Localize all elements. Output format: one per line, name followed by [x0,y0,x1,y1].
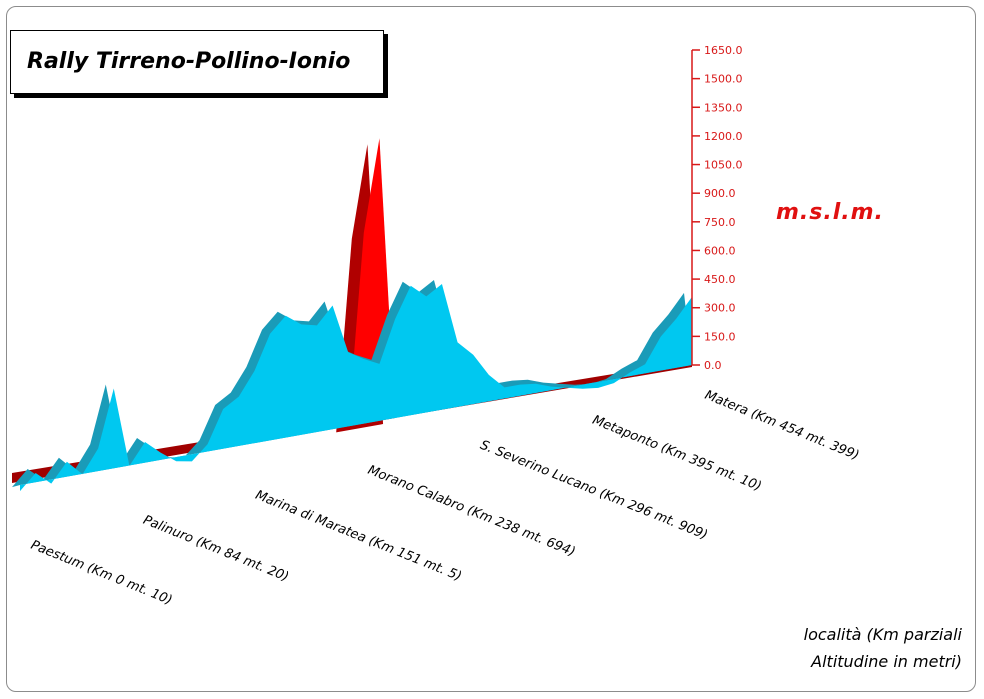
x-category-label: Paestum (Km 0 mt. 10) [29,538,175,609]
y-tick-label: 1050.0 [704,159,743,172]
chart-frame [6,6,976,692]
y-tick-label: 450.0 [704,273,736,286]
x-category-label: Metaponto (Km 395 mt. 10) [590,413,763,495]
footnote-line-1: località (Km parziali [803,625,962,644]
y-tick-label: 1500.0 [704,73,743,86]
y-tick-label: 600.0 [704,244,736,257]
y-tick-label: 0.0 [704,359,722,372]
y-tick-label: 300.0 [704,302,736,315]
y-tick-label: 150.0 [704,330,736,343]
y-tick-label: 1200.0 [704,130,743,143]
footnote-line-2: Altitudine in metri) [811,652,962,671]
chart-title: Rally Tirreno-Pollino-Ionio [10,30,384,94]
y-tick-label: 900.0 [704,187,736,200]
series-profile-area [20,284,692,492]
plot-area [12,138,692,492]
x-category-label: Matera (Km 454 mt. 399) [703,388,862,464]
x-axis-labels: Paestum (Km 0 mt. 10)Palinuro (Km 84 mt.… [29,388,862,609]
x-category-label: Palinuro (Km 84 mt. 20) [141,513,291,585]
y-axis-label: m.s.l.m. [776,200,884,225]
y-tick-label: 1650.0 [704,44,743,57]
y-axis: 0.0 150.0 300.0 450.0 600.0 750.0 900.0 1050.0 1… [691,44,743,372]
y-tick-label: 750.0 [704,216,736,229]
y-tick-label: 1350.0 [704,101,743,114]
